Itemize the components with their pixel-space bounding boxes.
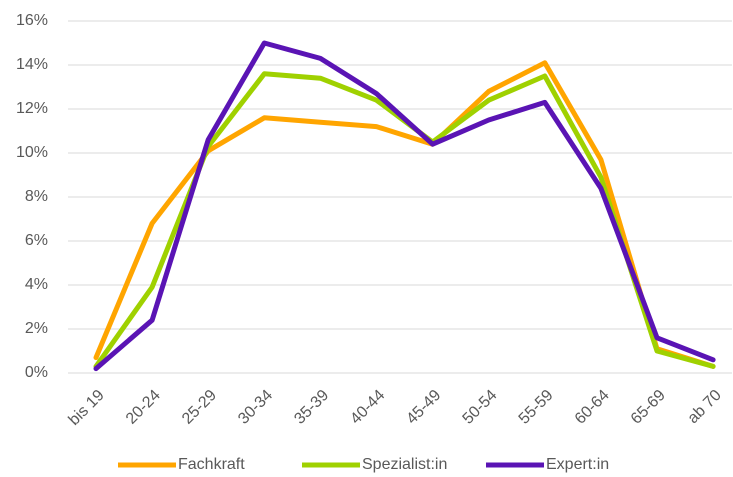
y-tick-label: 2% — [25, 320, 48, 337]
y-tick-label: 10% — [16, 144, 48, 161]
y-tick-label: 4% — [25, 276, 48, 293]
x-tick-label: 55-59 — [516, 387, 557, 428]
series-line — [93, 60, 716, 369]
legend-label: Fachkraft — [178, 456, 245, 473]
x-tick-label: 25-29 — [179, 387, 220, 428]
y-tick-label: 14% — [16, 56, 48, 73]
legend-label: Expert:in — [546, 456, 609, 473]
legend-label: Spezialist:in — [362, 456, 447, 473]
x-tick-label: 50-54 — [460, 387, 501, 428]
y-tick-label: 6% — [25, 232, 48, 249]
y-tick-label: 8% — [25, 188, 48, 205]
y-tick-label: 16% — [16, 12, 48, 29]
x-tick-label: 30-34 — [235, 387, 276, 428]
x-tick-label: ab 70 — [685, 387, 725, 427]
x-tick-label: 35-39 — [291, 387, 332, 428]
y-tick-label: 0% — [25, 364, 48, 381]
x-tick-label: 65-69 — [628, 387, 669, 428]
series-line — [93, 40, 716, 372]
x-tick-label: 45-49 — [403, 387, 444, 428]
x-tick-label: 40-44 — [347, 387, 388, 428]
x-tick-label: 20-24 — [123, 387, 164, 428]
y-tick-label: 12% — [16, 100, 48, 117]
x-tick-label: bis 19 — [66, 387, 108, 429]
x-tick-label: 60-64 — [572, 387, 613, 428]
